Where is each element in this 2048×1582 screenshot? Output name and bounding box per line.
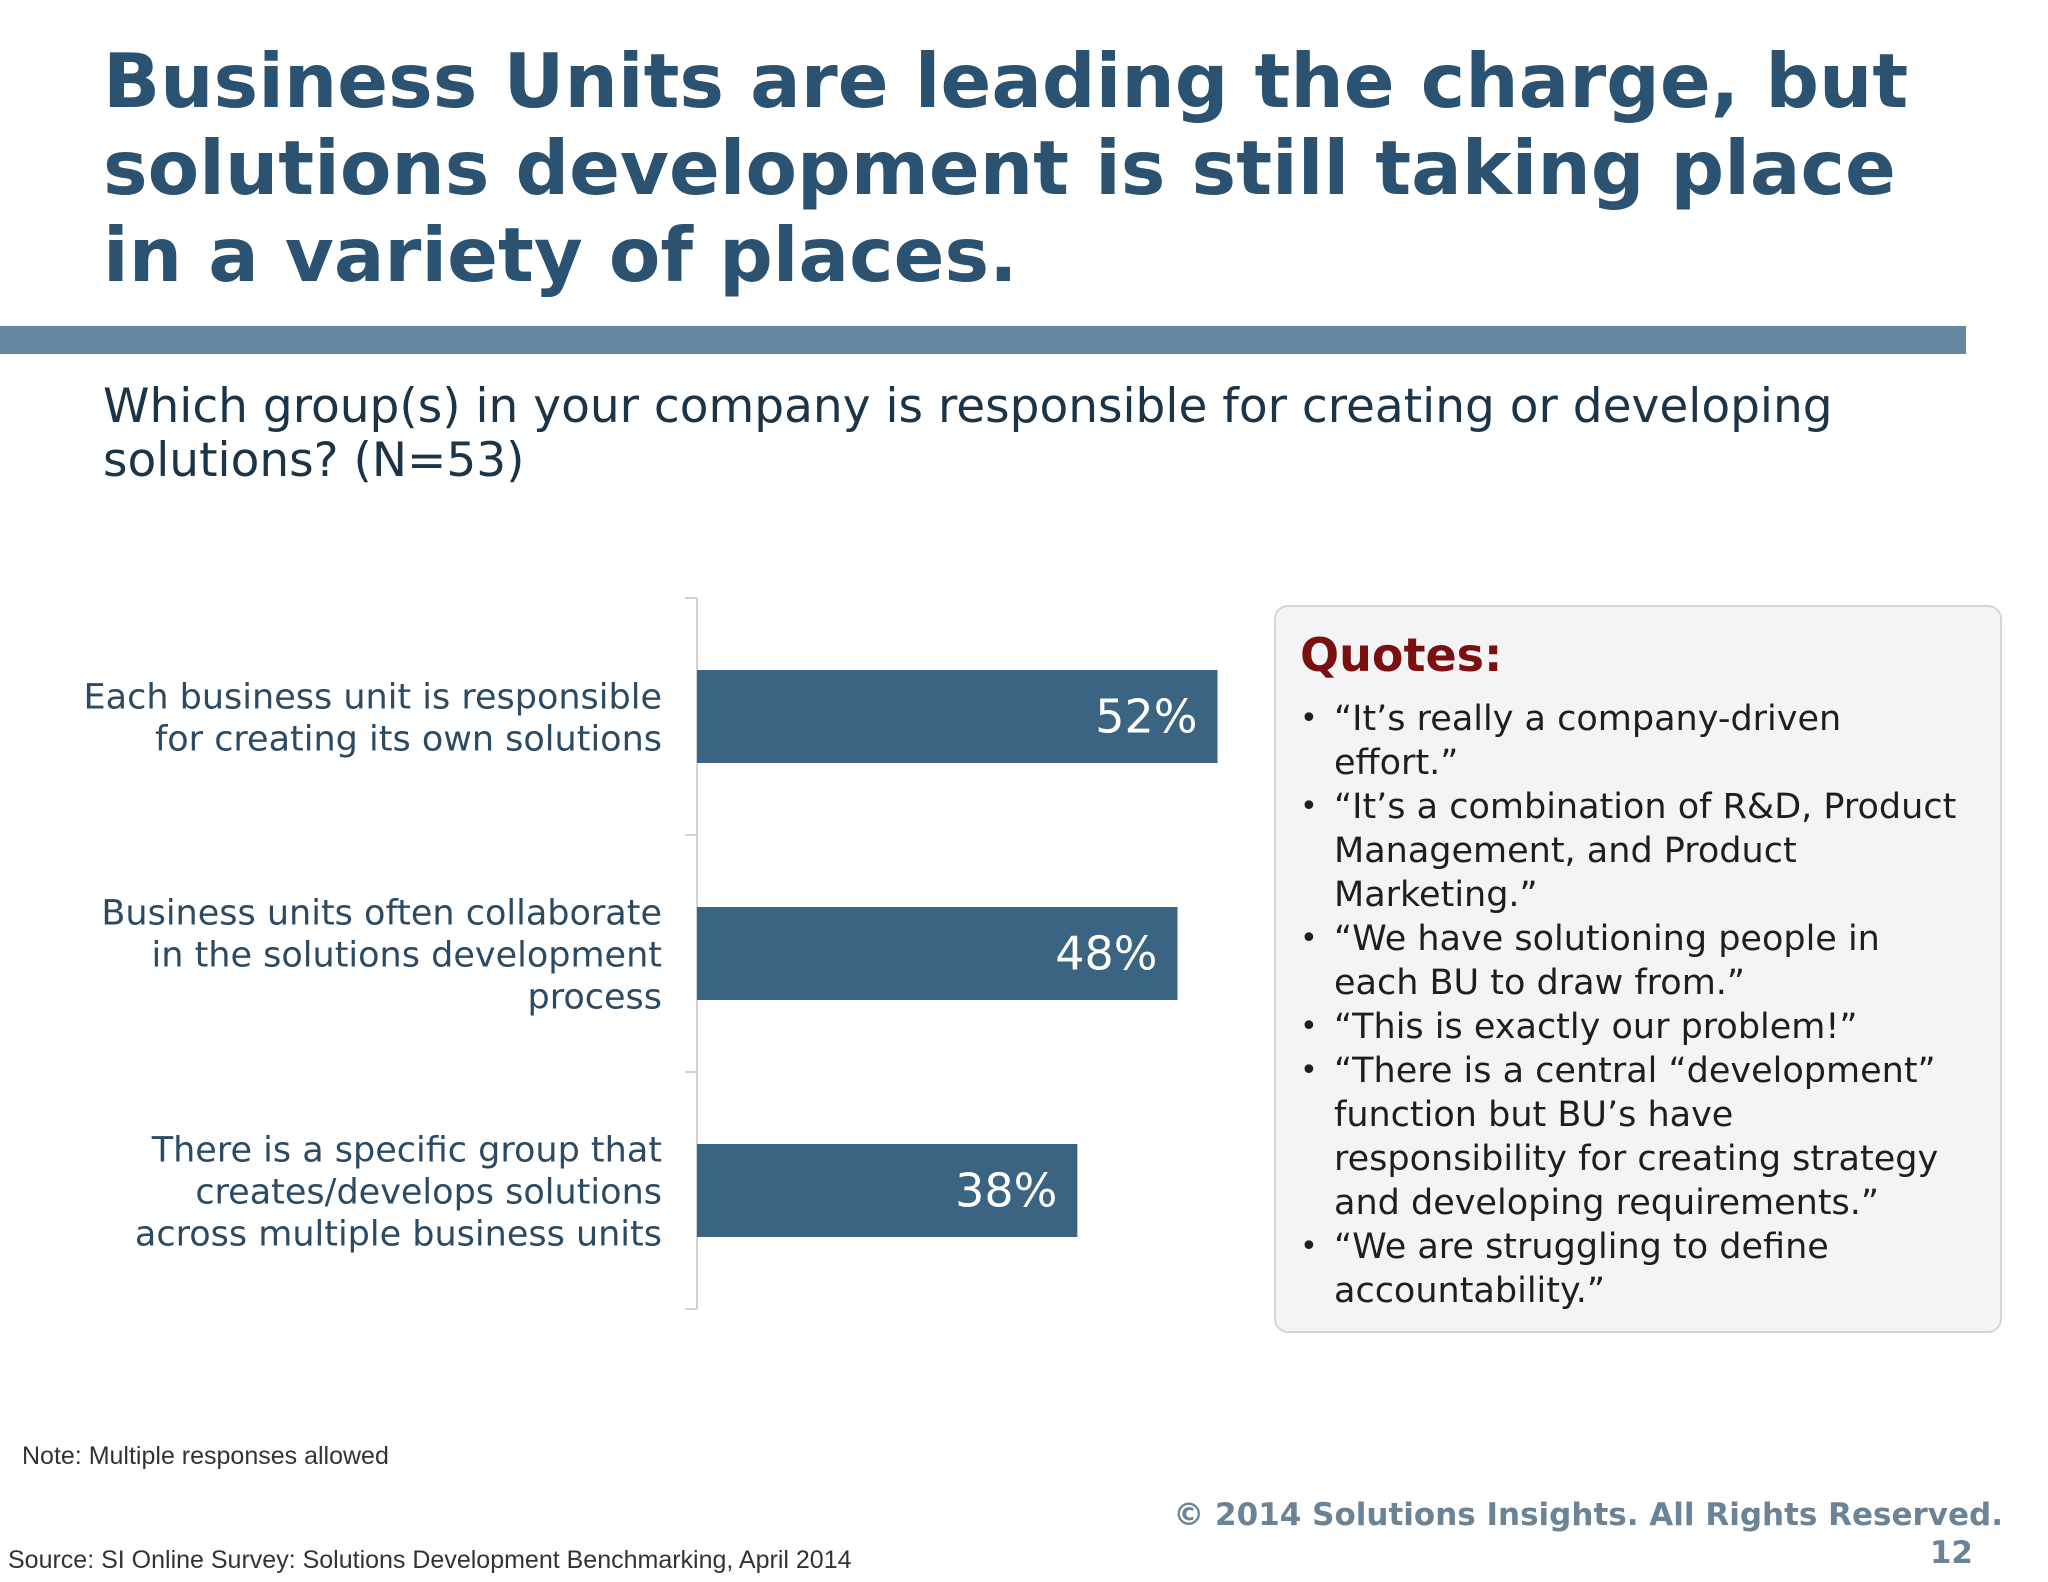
source-note: Source: SI Online Survey: Solutions Deve… [8,1546,852,1574]
quotes-panel: Quotes: • “It’s really a company-driven e… [1274,605,2002,1333]
category-label: Business units often collaborate [101,894,662,934]
title-divider [0,326,1966,354]
quote-item: • “It’s really a company-driven effort.” [1300,697,1974,785]
category-label: There is a specific group that [151,1131,662,1171]
bullet-icon: • [1300,701,1318,736]
bar [697,907,1178,1000]
bullet-icon: • [1300,1009,1318,1044]
bullet-icon: • [1300,921,1318,956]
category-label: creates/develops solutions [195,1173,662,1213]
category-label: across multiple business units [135,1215,662,1255]
bar-data-label: 38% [955,1164,1057,1218]
quote-text: “We have solutioning people in each BU t… [1334,919,1880,1003]
bullet-icon: • [1300,1229,1318,1264]
quote-item: • “We are struggling to define accountabi… [1300,1225,1974,1313]
quotes-list: • “It’s really a company-driven effort.” •… [1300,697,1974,1313]
category-label: in the solutions development [152,936,662,976]
bar-data-label: 52% [1095,690,1197,744]
quote-item: • “This is exactly our problem!” [1300,1005,1974,1049]
slide-title: Business Units are leading the charge, b… [103,37,1909,299]
bar [697,670,1218,763]
bar [697,1144,1078,1237]
page-number: 12 [1929,1535,1973,1571]
bar-chart: 52% Each business unit is responsiblefor … [84,597,1218,1310]
footnote: Note: Multiple responses allowed [22,1442,389,1470]
survey-question: Which group(s) in your company is respon… [103,379,1833,488]
quote-item: • “We have solutioning people in each BU … [1300,917,1974,1005]
copyright-notice: © 2014 Solutions Insights. All Rights Re… [1173,1497,2003,1533]
quote-text: “There is a central “development” functi… [1334,1051,1939,1223]
quotes-heading: Quotes: [1300,628,1503,682]
category-label: for creating its own solutions [155,720,662,760]
quote-text: “We are struggling to define accountabil… [1334,1227,1829,1311]
category-label: Each business unit is responsible [84,678,662,718]
quote-item: • “There is a central “development” funct… [1300,1049,1974,1225]
quote-text: “It’s really a company-driven effort.” [1334,699,1842,783]
bullet-icon: • [1300,789,1318,824]
quote-item: • “It’s a combination of R&D, Product Man… [1300,785,1974,917]
quote-text: “It’s a combination of R&D, Product Mana… [1334,787,1957,915]
bullet-icon: • [1300,1053,1318,1088]
category-label: process [528,978,663,1018]
quote-text: “This is exactly our problem!” [1334,1007,1858,1047]
bar-data-label: 48% [1055,927,1157,981]
